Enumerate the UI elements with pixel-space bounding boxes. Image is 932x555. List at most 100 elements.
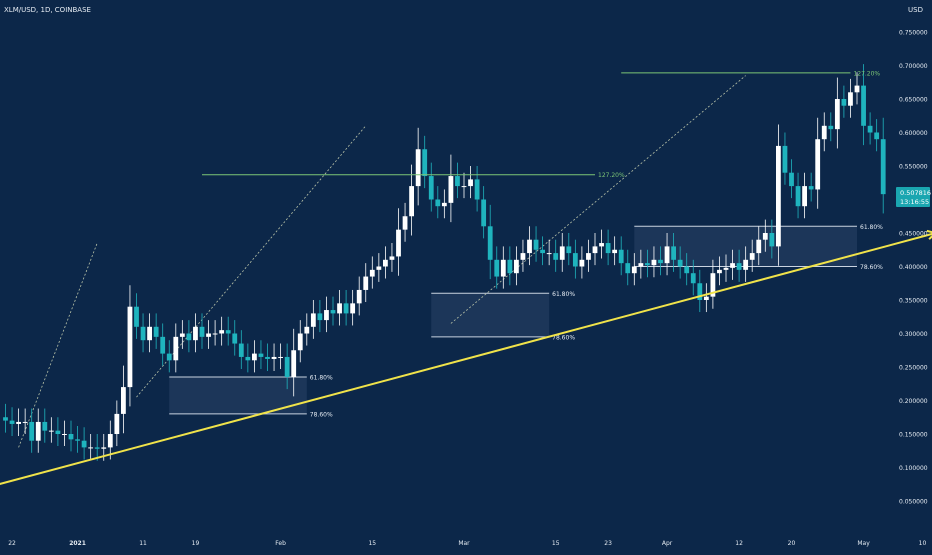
countdown-timer: 13:16:55 — [900, 198, 929, 206]
symbol-title: XLM/USD, 1D, COINBASE — [4, 6, 91, 14]
candle-body-33 — [212, 333, 218, 335]
price-tag-background — [896, 187, 930, 207]
candle-body-46 — [297, 333, 303, 351]
candle-body-52 — [337, 303, 342, 314]
candle-body-51 — [330, 310, 336, 314]
candle-body-67 — [435, 199, 441, 207]
candle-body-40 — [258, 353, 264, 357]
candle-body-88 — [572, 253, 578, 267]
candle-body-78 — [507, 259, 513, 274]
fib-label-786-3: 78.60% — [860, 264, 883, 271]
price-tick-label: 0.750000 — [899, 30, 928, 37]
fib-zone-1 — [169, 377, 307, 414]
candle-body-15 — [94, 447, 100, 449]
candle-body-62 — [402, 216, 408, 230]
candle-body-35 — [225, 330, 231, 334]
candle-body-84 — [546, 253, 552, 255]
candle-body-116 — [756, 239, 762, 254]
candle-body-31 — [199, 326, 205, 337]
candle-body-77 — [500, 259, 506, 277]
candle-body-22 — [140, 326, 146, 341]
candle-body-71 — [461, 186, 467, 188]
candle-body-118 — [769, 233, 775, 247]
candle-body-94 — [612, 249, 618, 254]
candle-body-5 — [29, 421, 35, 441]
candle-body-4 — [22, 421, 28, 423]
candle-body-120 — [782, 145, 788, 173]
candle-body-98 — [638, 263, 644, 267]
candle-body-121 — [789, 172, 794, 187]
trendline-group[interactable] — [0, 229, 932, 486]
candle-body-127 — [828, 125, 834, 130]
candle-body-132 — [861, 85, 866, 126]
price-tick-label: 0.700000 — [899, 63, 928, 70]
price-tick-label: 0.400000 — [899, 264, 928, 271]
candle-body-19 — [121, 387, 126, 414]
candle-body-126 — [821, 125, 827, 140]
candles — [3, 64, 886, 461]
candle-body-133 — [867, 125, 873, 133]
fib-label-618-3: 61.80% — [860, 224, 883, 231]
time-axis[interactable]: 22 2021 11 19 Feb 15 Mar 15 23 Apr 12 20 May 10 — [8, 540, 926, 547]
currency-label: USD — [908, 6, 923, 14]
candle-body-37 — [238, 343, 244, 357]
candle-body-72 — [468, 179, 473, 187]
candle-body-65 — [422, 149, 428, 177]
candle-body-27 — [173, 336, 179, 361]
candle-body-64 — [415, 149, 421, 187]
dashed-projection-2 — [136, 125, 367, 398]
candle-body-60 — [389, 256, 395, 260]
candle-body-112 — [730, 263, 735, 268]
candle-body-103 — [671, 246, 676, 260]
price-tick-label: 0.250000 — [899, 365, 928, 372]
price-tick-label: 0.200000 — [899, 398, 928, 405]
candle-body-95 — [618, 249, 624, 264]
candle-body-102 — [664, 246, 670, 264]
time-tick-label: 15 — [552, 540, 560, 547]
candle-body-76 — [494, 259, 500, 277]
candle-body-73 — [474, 179, 480, 200]
time-tick-label: 10 — [919, 540, 927, 547]
candle-body-96 — [625, 263, 631, 274]
candle-body-28 — [179, 333, 185, 337]
current-price-value: 0.507816 — [900, 189, 931, 197]
candle-body-104 — [677, 259, 683, 267]
candle-body-69 — [448, 176, 454, 203]
candle-body-68 — [441, 202, 447, 207]
candle-body-129 — [841, 99, 847, 106]
candle-body-23 — [147, 326, 152, 341]
price-axis[interactable]: 0.050000 0.100000 0.150000 0.200000 0.250000… — [899, 30, 928, 506]
candle-body-128 — [834, 99, 840, 130]
candle-body-54 — [350, 303, 356, 314]
price-tick-label: 0.350000 — [899, 298, 928, 305]
candle-body-18 — [114, 413, 120, 434]
candle-body-11 — [68, 434, 74, 440]
candle-body-123 — [802, 186, 807, 207]
price-tick-label: 0.550000 — [899, 164, 928, 171]
candle-body-12 — [75, 439, 80, 441]
price-tick-label: 0.050000 — [899, 499, 928, 506]
price-tick-label: 0.450000 — [899, 231, 928, 238]
time-tick-label: 23 — [604, 540, 612, 547]
candle-body-58 — [376, 266, 382, 270]
candle-body-25 — [160, 336, 166, 354]
fib-label-618-2: 61.80% — [552, 291, 575, 298]
trendline — [0, 232, 932, 486]
time-tick-label: Apr — [662, 540, 673, 547]
fib-label-786-2: 78.60% — [552, 334, 575, 341]
candle-body-61 — [396, 229, 401, 257]
time-tick-label: 11 — [139, 540, 147, 547]
price-tick-label: 0.150000 — [899, 432, 928, 439]
price-tick-label: 0.600000 — [899, 130, 928, 137]
candle-body-2 — [9, 420, 15, 424]
candle-body-56 — [363, 276, 369, 290]
candle-body-41 — [265, 356, 270, 359]
candle-body-6 — [35, 421, 41, 441]
candle-body-83 — [540, 249, 545, 254]
candle-body-134 — [874, 132, 880, 140]
candle-body-1 — [3, 417, 8, 421]
candle-body-9 — [55, 430, 61, 434]
candle-body-42 — [271, 356, 277, 359]
candle-body-53 — [343, 303, 349, 314]
